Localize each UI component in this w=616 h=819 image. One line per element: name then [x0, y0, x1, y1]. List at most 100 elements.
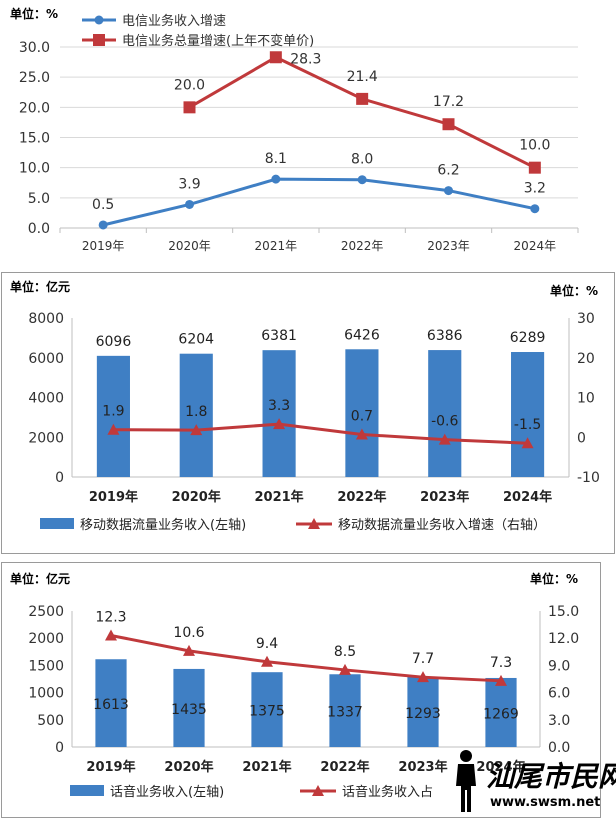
chart-mobile-data-revenue: 单位：亿元 单位：% 0 2000 4000 6000 8000 -10 0 10 20 30 6096… — [1, 272, 615, 554]
chart1-data-label: 6.2 — [437, 163, 459, 179]
chart2-bar-label: 6386 — [427, 328, 463, 344]
chart1-y-tick-label: 25.0 — [19, 70, 50, 86]
chart3-y2-tick-label: 6.0 — [548, 686, 570, 702]
chart2-line-label: 1.9 — [102, 404, 124, 420]
watermark-url: www.swsm.net — [490, 795, 600, 810]
chart3-line-point — [495, 674, 507, 686]
chart1-y-tick-label: 15.0 — [19, 131, 50, 147]
chart3-line-point — [417, 671, 429, 683]
chart1-data-label: 10.0 — [519, 138, 550, 154]
chart3-unit-left: 单位：亿元 — [10, 571, 70, 586]
chart1-series-0-point — [530, 204, 540, 214]
chart1-data-label: 0.5 — [92, 197, 114, 213]
chart1-data-label: 17.2 — [433, 94, 464, 110]
chart1-data-label: 3.9 — [178, 176, 200, 192]
chart2-bar — [345, 349, 379, 477]
chart3-bar-label: 1269 — [483, 706, 519, 722]
chart2-svg: 单位：亿元 单位：% 0 2000 4000 6000 8000 -10 0 10 20 30 6096… — [10, 279, 600, 533]
chart3-bar-label: 1293 — [405, 706, 441, 722]
chart1-data-label: 3.2 — [524, 181, 546, 197]
chart3-bar — [329, 674, 361, 747]
chart3-y2-tick-label: 0.0 — [548, 740, 570, 756]
chart3-y2-tick-label: 15.0 — [548, 604, 579, 620]
chart2-line-label: -0.6 — [431, 414, 458, 430]
chart2-bar — [96, 355, 130, 477]
chart1-legend-marker-0 — [94, 15, 104, 25]
chart3-svg: 单位：亿元 单位：% 0 500 1000 1500 2000 2500 0.0 3.0 6.0 9.… — [10, 571, 579, 800]
chart1-series-1-point — [442, 118, 455, 131]
chart2-line-point — [438, 433, 451, 445]
chart1-series-0-point — [185, 199, 194, 209]
chart2-y-tick-label: 6000 — [28, 351, 64, 367]
chart2-bar — [262, 350, 296, 477]
chart3-y-tick-label: 0 — [55, 740, 64, 756]
chart3-legend-label-bar: 话音业务收入(左轴) — [110, 784, 224, 800]
chart2-line-point — [190, 424, 203, 436]
chart3-y-tick-label: 500 — [37, 713, 64, 729]
chart3-x-tick-label: 2023年 — [398, 759, 447, 775]
chart3-line-point — [183, 644, 195, 656]
chart1-x-tick-label: 2024年 — [514, 239, 557, 253]
chart2-y-tick-label: 8000 — [28, 311, 64, 327]
chart1-y-tick-label: 5.0 — [28, 191, 50, 207]
chart3-y2-tick-label: 12.0 — [548, 631, 579, 647]
chart3-bar-label: 1375 — [249, 704, 285, 720]
chart1-data-label: 21.4 — [347, 69, 378, 85]
chart2-bar — [511, 352, 545, 477]
chart2-bar-label: 6289 — [510, 330, 546, 346]
chart3-bar — [95, 659, 127, 747]
chart1-y-tick-label: 0.0 — [28, 221, 50, 237]
watermark-svg: 汕尾市民网 www.swsm.net — [456, 750, 616, 812]
chart1-data-label: 20.0 — [174, 77, 205, 93]
chart2-bar — [179, 353, 213, 477]
chart3-line-label: 8.5 — [334, 644, 356, 660]
chart3-x-tick-label: 2022年 — [320, 759, 369, 775]
chart3-y-tick-label: 2000 — [28, 631, 64, 647]
chart2-bar-label: 6096 — [96, 334, 132, 350]
chart3-bar — [173, 668, 205, 747]
chart1-series-1: 20.0 28.3 21.4 17.2 10.0 — [174, 51, 550, 174]
chart2-y2-tick-label: -10 — [577, 470, 600, 486]
chart2-line-label: 3.3 — [268, 398, 290, 414]
chart2-x-tick-label: 2019年 — [89, 489, 138, 505]
chart2-line-label: 1.8 — [185, 404, 207, 420]
chart3-y-tick-label: 1000 — [28, 686, 64, 702]
chart3-line-point — [339, 663, 351, 675]
chart1-series-0-point — [98, 220, 108, 230]
chart2-y2-tick-label: 20 — [577, 351, 595, 367]
chart2-x-tick-label: 2020年 — [172, 489, 221, 505]
chart3-x-tick-label: 2020年 — [164, 759, 213, 775]
chart3-bar-label: 1435 — [171, 702, 207, 718]
chart3-bar — [251, 672, 283, 747]
chart3-legend-swatch-bar — [70, 785, 104, 796]
chart2-line — [113, 422, 528, 445]
chart1-series-0-point — [444, 186, 453, 196]
chart1-y-tick-label: 30.0 — [19, 40, 50, 56]
chart2-y2-tick-label: 30 — [577, 311, 595, 327]
chart1-series-0: 0.5 3.9 8.1 8.0 6.2 3.2 — [92, 151, 546, 230]
chart2-line-label: -1.5 — [514, 417, 541, 433]
chart1-series-1-point — [356, 92, 369, 105]
chart3-bar-label: 1337 — [327, 705, 363, 721]
chart2-unit-right: 单位：% — [550, 283, 598, 298]
chart3-bar — [485, 677, 517, 747]
chart3-unit-right: 单位：% — [530, 571, 578, 586]
chart3-legend-label-line: 话音业务收入占 — [342, 784, 433, 800]
chart2-unit-left: 单位：亿元 — [10, 279, 70, 294]
chart1-x-tick-label: 2019年 — [82, 239, 125, 253]
chart1-y-tick-label: 10.0 — [19, 161, 50, 177]
chart2-y-tick-label: 0 — [55, 470, 64, 486]
chart2-legend-marker-line — [308, 518, 320, 529]
chart-telecom-growth: 单位：% 0.0 5.0 10.0 15.0 20.0 25.0 30.0 2019年 2020年… — [0, 0, 616, 262]
chart3-line-label: 10.6 — [173, 625, 204, 641]
chart3-bar-label: 1613 — [93, 697, 129, 713]
chart2-bar-label: 6381 — [261, 328, 297, 344]
chart2-legend-swatch-bar — [40, 518, 74, 529]
chart3-line-label: 9.4 — [256, 636, 278, 652]
chart1-series-0-line — [102, 177, 536, 227]
chart2-y2-tick-label: 0 — [577, 430, 586, 446]
chart2-bar — [428, 350, 462, 477]
chart1-x-tick-label: 2020年 — [168, 239, 211, 253]
chart2-legend-label-bar: 移动数据流量业务收入(左轴) — [80, 517, 246, 533]
